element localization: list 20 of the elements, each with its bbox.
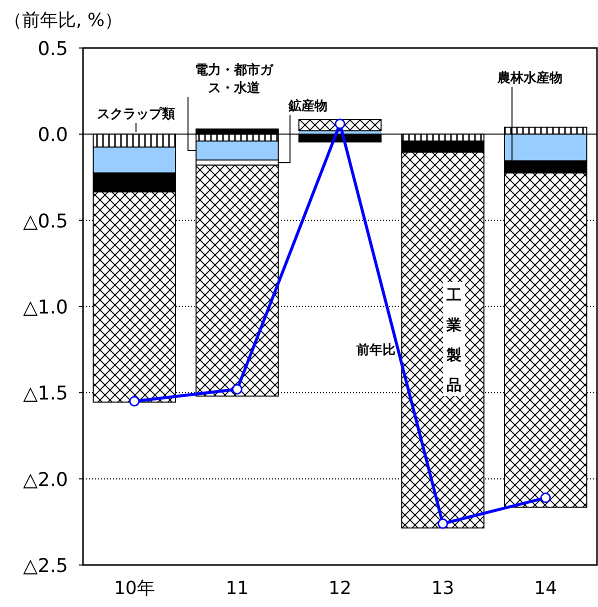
y-tick-label: △2.0 [23,468,68,491]
y-tick-label: 0.5 [38,38,68,60]
y-axis-title: （前年比, %） [4,10,123,31]
y-tick-label: △0.5 [23,210,68,232]
x-tick-label: 14 [534,578,558,599]
y-tick-label: 0.0 [38,124,68,146]
point [438,518,448,529]
y-tick-label: △1.5 [23,382,68,405]
x-tick-label: 13 [431,578,454,599]
x-tick-label: 11 [226,578,249,599]
y-tick-label: △2.5 [23,555,68,577]
y-tick-label: △1.0 [23,296,68,318]
point [129,396,140,407]
point [334,118,346,130]
point [540,492,551,504]
x-tick-label: 12 [328,578,352,599]
point [232,384,242,394]
series-label: スクラップ類 [97,106,175,122]
series-label: 工業製品 [446,286,462,394]
x-tick-label: 10年 [114,578,155,599]
